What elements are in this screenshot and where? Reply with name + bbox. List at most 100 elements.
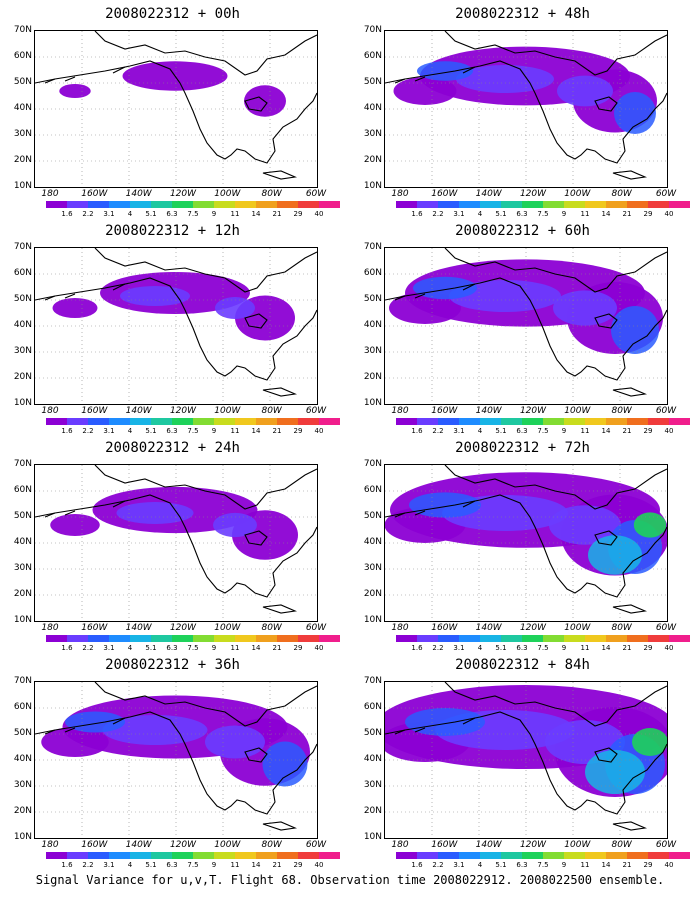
latitude-label: 20N	[13, 806, 32, 816]
colorbar-label: 1.6	[61, 861, 73, 869]
variance-contour	[262, 741, 308, 787]
coastline	[594, 96, 618, 112]
variance-contour	[611, 306, 659, 354]
variance-contour	[205, 725, 265, 759]
colorbar-swatch	[459, 852, 480, 859]
latitude-label: 20N	[13, 155, 32, 165]
latitude-label: 70N	[363, 676, 382, 686]
coastline	[385, 711, 667, 815]
colorbar-label: 6.3	[166, 861, 178, 869]
map-panel: 2008022312 + 72h 70N 60N 50N 40N 30N 20N 10N 180…	[350, 434, 695, 652]
longitude-label: 180	[391, 189, 409, 199]
colorbar-swatch	[501, 201, 522, 208]
coastline	[44, 717, 126, 735]
colorbar-label: 4	[127, 861, 133, 869]
colorbar-label: 29	[293, 644, 303, 652]
longitude-label: 60W	[655, 189, 677, 199]
colorbar-swatch	[67, 201, 88, 208]
latitude-label: 30N	[363, 563, 382, 573]
colorbar-swatch	[277, 635, 298, 642]
latitude-label: 60N	[13, 702, 32, 712]
longitude-label: 180	[41, 840, 59, 850]
longitude-label: 100W	[214, 840, 241, 850]
coastline	[594, 747, 618, 763]
forecast-map	[384, 30, 668, 188]
coastline	[44, 500, 126, 518]
colorbar-label: 40	[664, 861, 674, 869]
longitude-label: 100W	[214, 623, 241, 633]
forecast-map	[34, 681, 318, 839]
colorbar-swatch	[606, 201, 627, 208]
colorbar-swatch	[46, 201, 67, 208]
colorbar	[46, 852, 340, 859]
coastline	[244, 96, 268, 112]
variance-contour	[417, 61, 473, 81]
colorbar-label: 5.1	[145, 861, 157, 869]
colorbar-swatch	[522, 418, 543, 425]
colorbar-swatch	[214, 201, 235, 208]
colorbar-swatch	[480, 418, 501, 425]
colorbar-label: 29	[293, 861, 303, 869]
colorbar-label: 4	[477, 644, 483, 652]
colorbar-swatch	[543, 635, 564, 642]
colorbar-label: 3.1	[103, 427, 115, 435]
coastline	[385, 494, 667, 598]
colorbar-swatch	[522, 635, 543, 642]
panel-title: 2008022312 + 72h	[455, 440, 590, 456]
longitude-label: 160W	[431, 189, 458, 199]
colorbar-label: 6.3	[516, 861, 528, 869]
colorbar-label: 14	[601, 210, 611, 218]
colorbar-swatch	[627, 635, 648, 642]
variance-contour	[614, 92, 656, 134]
latitude-label: 30N	[363, 346, 382, 356]
colorbar-label: 6.3	[516, 210, 528, 218]
latitude-label: 50N	[13, 294, 32, 304]
latitude-label: 30N	[13, 129, 32, 139]
colorbar-swatch	[109, 635, 130, 642]
longitude-label: 120W	[519, 189, 547, 199]
colorbar-swatch	[417, 852, 438, 859]
colorbar-label: 2.2	[432, 644, 444, 652]
latitude-label: 40N	[13, 103, 32, 113]
colorbar-swatch	[256, 418, 277, 425]
colorbar-swatch	[606, 852, 627, 859]
colorbar	[46, 635, 340, 642]
colorbar-swatch	[627, 201, 648, 208]
colorbar-label: 7.5	[537, 210, 549, 218]
colorbar-label: 21	[272, 861, 282, 869]
colorbar-label: 11	[580, 861, 590, 869]
longitude-label: 120W	[169, 840, 197, 850]
colorbar-swatch	[438, 635, 459, 642]
latitude-label: 50N	[363, 77, 382, 87]
longitude-label: 180	[391, 623, 409, 633]
variance-contour	[59, 84, 91, 98]
variance-contour	[405, 708, 485, 736]
forecast-map	[34, 30, 318, 188]
map-panel: 2008022312 + 36h 70N 60N 50N 40N 30N 20N 10N 180…	[0, 651, 345, 869]
panel-title: 2008022312 + 24h	[105, 440, 240, 456]
latitude-label: 20N	[363, 155, 382, 165]
map-panel: 2008022312 + 48h 70N 60N 50N 40N 30N 20N 10N 180…	[350, 0, 695, 218]
longitude-label: 160W	[81, 840, 108, 850]
latitude-label: 60N	[13, 485, 32, 495]
colorbar-swatch	[459, 201, 480, 208]
panel-title: 2008022312 + 84h	[455, 657, 590, 673]
colorbar-swatch	[235, 635, 256, 642]
forecast-map	[34, 464, 318, 622]
panel-title: 2008022312 + 48h	[455, 6, 590, 22]
coastline	[394, 66, 476, 84]
panel-title: 2008022312 + 36h	[105, 657, 240, 673]
map-panel: 2008022312 + 12h 70N 60N 50N 40N 30N 20N 10N 180…	[0, 217, 345, 435]
colorbar-label: 2.2	[432, 861, 444, 869]
colorbar-swatch	[88, 418, 109, 425]
colorbar-label: 6.3	[516, 644, 528, 652]
longitude-label: 120W	[519, 406, 547, 416]
colorbar-label: 21	[272, 644, 282, 652]
colorbar-swatch	[501, 635, 522, 642]
latitude-label: 10N	[363, 398, 382, 408]
colorbar-label: 2.2	[82, 644, 94, 652]
colorbar-label: 9	[561, 210, 567, 218]
colorbar-swatch	[109, 201, 130, 208]
colorbar-swatch	[501, 418, 522, 425]
colorbar-label: 2.2	[432, 210, 444, 218]
